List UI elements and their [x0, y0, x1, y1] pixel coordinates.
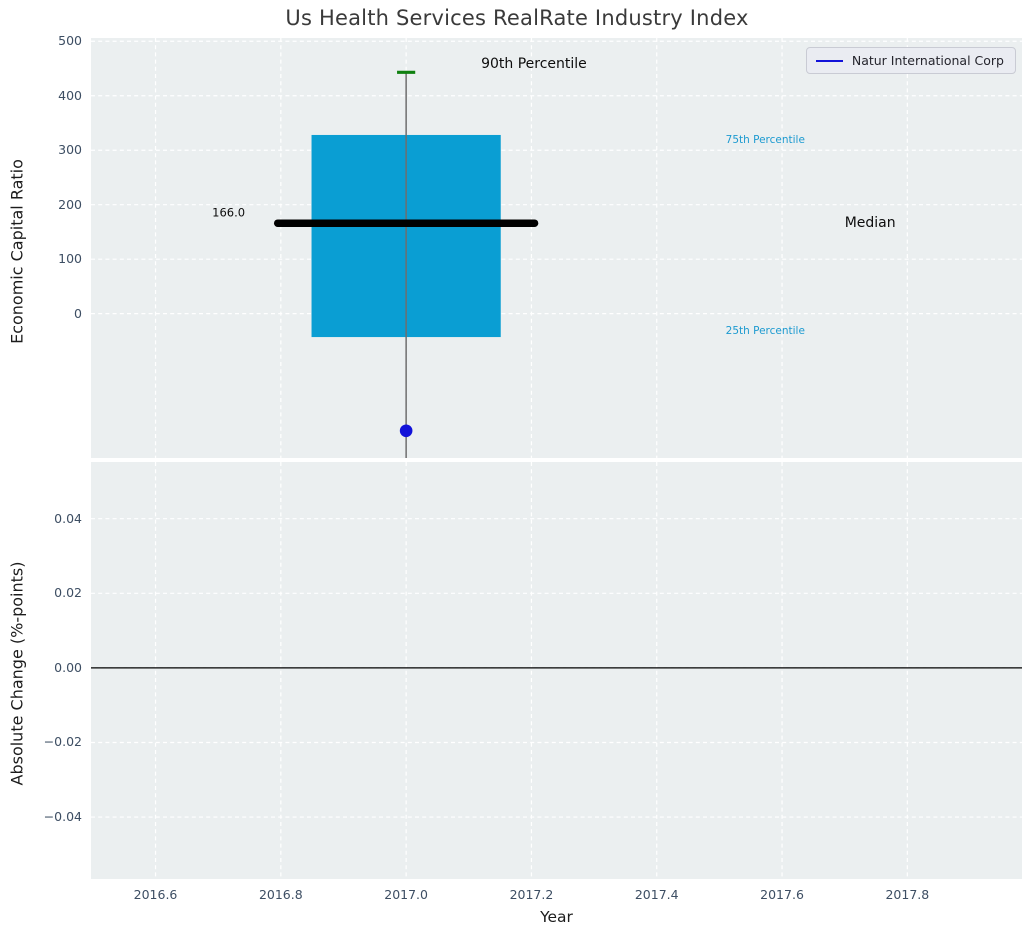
- company-data-point: [399, 424, 413, 438]
- absolute-change-plot: [91, 462, 1022, 879]
- annotation-median: Median: [844, 215, 896, 232]
- annotation-90th-percentile: 90th Percentile: [481, 55, 587, 72]
- economic-capital-ratio-ytick-300: 300: [58, 141, 82, 157]
- absolute-change-xtick-2017.8: 2017.8: [885, 887, 930, 902]
- absolute-change-ytick-−0.02: −0.02: [43, 734, 82, 750]
- economic-capital-ratio-plot: [91, 38, 1022, 458]
- legend-line-icon: [815, 59, 843, 62]
- absolute-change-ytick-0.02: 0.02: [54, 585, 82, 601]
- y-axis-label-top: Economic Capital Ratio: [7, 159, 27, 344]
- bottom-axes-absolute-change: [91, 462, 1022, 879]
- economic-capital-ratio-ytick-400: 400: [58, 87, 82, 103]
- x-axis-label: Year: [540, 908, 573, 926]
- economic-capital-ratio-ytick-0: 0: [74, 305, 82, 321]
- legend-label: Natur International Corp: [851, 53, 1004, 68]
- economic-capital-ratio-ytick-100: 100: [58, 250, 82, 266]
- absolute-change-ytick-0.04: 0.04: [54, 510, 82, 526]
- absolute-change-xtick-2016.6: 2016.6: [133, 887, 178, 902]
- annotation-75th-percentile: 75th Percentile: [725, 134, 805, 147]
- axes-background: [91, 38, 1022, 458]
- absolute-change-ytick-0.00: 0.00: [54, 659, 82, 675]
- absolute-change-xtick-2017.6: 2017.6: [760, 887, 804, 902]
- absolute-change-ytick-−0.04: −0.04: [43, 808, 82, 824]
- economic-capital-ratio-ytick-200: 200: [58, 196, 82, 212]
- chart-title: Us Health Services RealRate Industry Ind…: [285, 6, 749, 30]
- annotation-25th-percentile: 25th Percentile: [725, 324, 805, 337]
- absolute-change-xtick-2017.2: 2017.2: [509, 887, 554, 902]
- absolute-change-xtick-2017.0: 2017.0: [384, 887, 428, 902]
- legend: Natur International Corp: [805, 47, 1016, 74]
- absolute-change-xtick-2016.8: 2016.8: [258, 887, 303, 902]
- axes-background: [91, 462, 1022, 879]
- absolute-change-xtick-2017.4: 2017.4: [634, 887, 679, 902]
- top-axes-economic-capital-ratio: 90th Percentile 75th Percentile Median 25th…: [91, 38, 1022, 458]
- y-axis-label-bottom: Absolute Change (%-points): [7, 561, 27, 786]
- annotation-median-value: 166.0: [212, 205, 246, 220]
- economic-capital-ratio-ytick-500: 500: [58, 33, 82, 49]
